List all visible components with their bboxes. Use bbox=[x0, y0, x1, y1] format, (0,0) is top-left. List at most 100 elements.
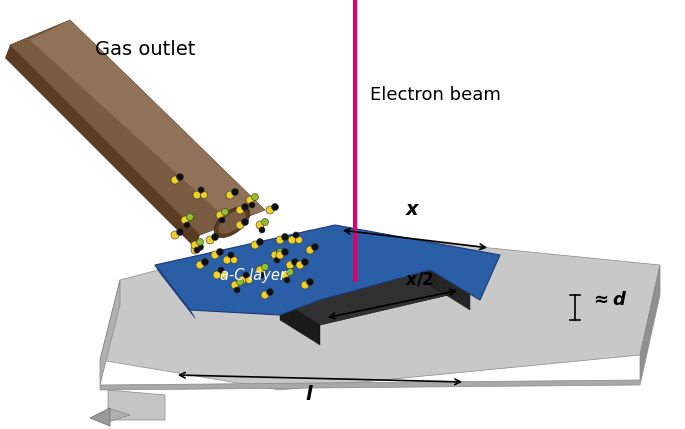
Circle shape bbox=[251, 241, 259, 249]
Circle shape bbox=[276, 251, 284, 259]
Polygon shape bbox=[30, 20, 265, 222]
Circle shape bbox=[301, 281, 309, 289]
Circle shape bbox=[223, 256, 231, 264]
Circle shape bbox=[177, 173, 184, 181]
Polygon shape bbox=[430, 265, 470, 310]
Circle shape bbox=[230, 257, 238, 263]
Circle shape bbox=[256, 266, 264, 274]
Text: $\boldsymbol{x/2}$: $\boldsymbol{x/2}$ bbox=[405, 271, 434, 289]
Text: Gas outlet: Gas outlet bbox=[95, 40, 195, 59]
Circle shape bbox=[197, 244, 203, 251]
Circle shape bbox=[221, 208, 229, 215]
Circle shape bbox=[211, 251, 219, 259]
Text: $\boldsymbol{\approx d}$: $\boldsymbol{\approx d}$ bbox=[590, 291, 627, 309]
Circle shape bbox=[259, 272, 265, 278]
Circle shape bbox=[236, 206, 244, 214]
Circle shape bbox=[196, 261, 204, 269]
Circle shape bbox=[177, 229, 184, 236]
Circle shape bbox=[234, 287, 240, 293]
Circle shape bbox=[306, 278, 314, 286]
Circle shape bbox=[286, 269, 293, 275]
Circle shape bbox=[206, 236, 214, 244]
Circle shape bbox=[266, 288, 273, 296]
Polygon shape bbox=[100, 290, 660, 390]
Circle shape bbox=[296, 261, 304, 269]
Circle shape bbox=[197, 239, 203, 245]
Circle shape bbox=[261, 291, 269, 299]
Circle shape bbox=[276, 236, 284, 244]
Polygon shape bbox=[90, 408, 110, 426]
Circle shape bbox=[242, 203, 249, 211]
Circle shape bbox=[256, 239, 264, 245]
Circle shape bbox=[274, 257, 280, 263]
Ellipse shape bbox=[219, 210, 245, 234]
Ellipse shape bbox=[214, 206, 250, 238]
Circle shape bbox=[236, 221, 244, 229]
Polygon shape bbox=[100, 230, 660, 390]
Circle shape bbox=[262, 263, 269, 271]
Circle shape bbox=[213, 271, 221, 279]
Circle shape bbox=[232, 188, 238, 196]
Circle shape bbox=[262, 218, 269, 226]
Circle shape bbox=[226, 191, 234, 199]
Circle shape bbox=[221, 272, 227, 278]
Circle shape bbox=[231, 281, 239, 289]
Circle shape bbox=[251, 193, 258, 200]
Circle shape bbox=[306, 246, 314, 254]
Circle shape bbox=[301, 259, 308, 266]
Text: $\boldsymbol{l}$: $\boldsymbol{l}$ bbox=[305, 385, 314, 404]
Circle shape bbox=[219, 217, 225, 223]
Circle shape bbox=[238, 276, 246, 284]
Circle shape bbox=[271, 251, 279, 259]
Circle shape bbox=[246, 196, 254, 204]
Circle shape bbox=[218, 267, 224, 273]
Circle shape bbox=[256, 221, 264, 229]
Circle shape bbox=[243, 272, 249, 278]
Circle shape bbox=[288, 236, 296, 244]
Circle shape bbox=[277, 248, 284, 256]
Polygon shape bbox=[280, 300, 320, 345]
Text: a-C layer: a-C layer bbox=[220, 268, 286, 283]
Circle shape bbox=[191, 241, 199, 249]
Circle shape bbox=[171, 231, 179, 239]
Circle shape bbox=[249, 202, 255, 208]
Circle shape bbox=[282, 248, 288, 256]
Polygon shape bbox=[10, 20, 265, 235]
Circle shape bbox=[184, 222, 190, 228]
Circle shape bbox=[271, 203, 279, 211]
Circle shape bbox=[281, 271, 289, 279]
Circle shape bbox=[181, 216, 189, 224]
Circle shape bbox=[259, 227, 265, 233]
Circle shape bbox=[242, 218, 249, 226]
Circle shape bbox=[292, 259, 299, 266]
Circle shape bbox=[236, 278, 243, 286]
Circle shape bbox=[293, 232, 299, 238]
Text: Electron beam: Electron beam bbox=[370, 86, 501, 104]
Circle shape bbox=[266, 206, 274, 214]
Circle shape bbox=[191, 246, 199, 254]
Circle shape bbox=[245, 277, 253, 284]
Polygon shape bbox=[155, 265, 195, 318]
Circle shape bbox=[216, 248, 223, 256]
Polygon shape bbox=[155, 225, 500, 315]
Polygon shape bbox=[108, 408, 130, 422]
Circle shape bbox=[201, 191, 208, 199]
Circle shape bbox=[198, 187, 204, 193]
Circle shape bbox=[284, 277, 290, 283]
Circle shape bbox=[282, 233, 288, 241]
Circle shape bbox=[171, 176, 179, 184]
Circle shape bbox=[216, 211, 224, 219]
Circle shape bbox=[201, 259, 208, 266]
Polygon shape bbox=[100, 280, 120, 385]
Circle shape bbox=[193, 191, 201, 199]
Polygon shape bbox=[640, 265, 660, 380]
Circle shape bbox=[186, 214, 193, 221]
Circle shape bbox=[194, 247, 200, 253]
Text: $\boldsymbol{x}$: $\boldsymbol{x}$ bbox=[405, 200, 421, 219]
Circle shape bbox=[212, 233, 219, 241]
Polygon shape bbox=[108, 390, 165, 420]
Polygon shape bbox=[280, 265, 470, 325]
Circle shape bbox=[228, 252, 234, 258]
Circle shape bbox=[312, 244, 319, 251]
Circle shape bbox=[286, 261, 294, 269]
